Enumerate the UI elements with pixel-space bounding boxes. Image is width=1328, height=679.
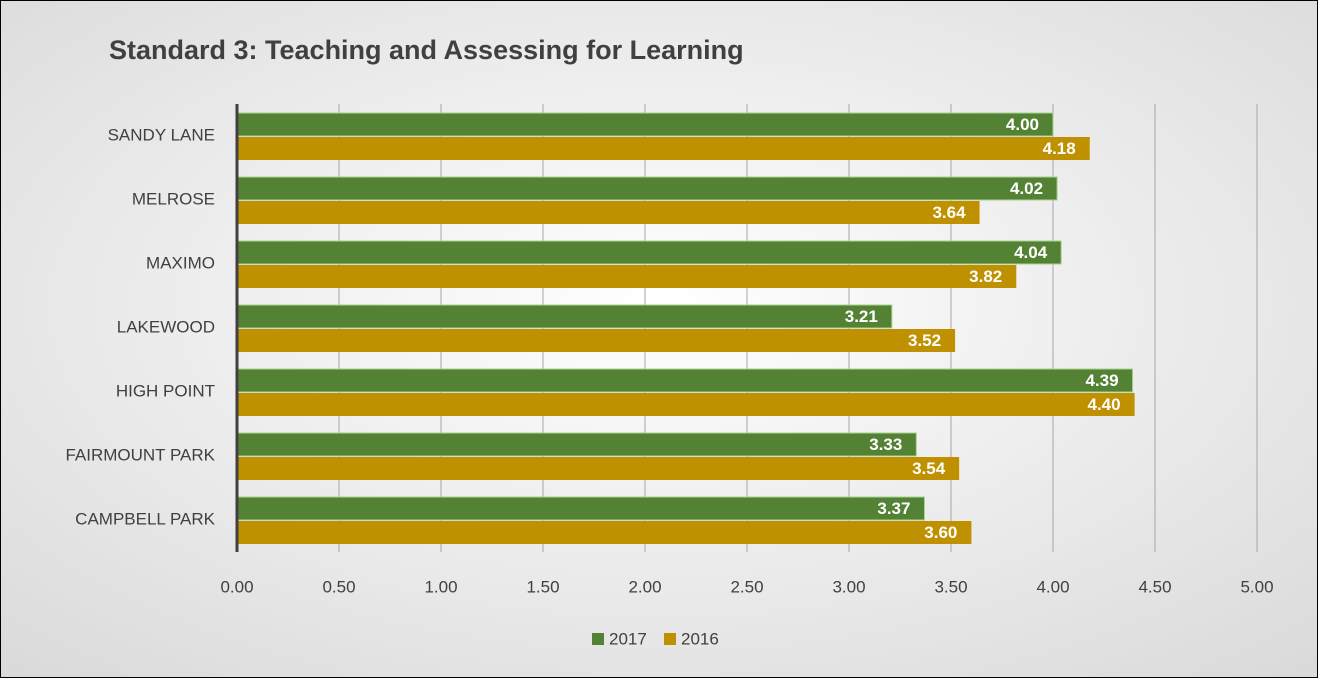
x-tick-label: 1.00	[424, 577, 457, 596]
legend-swatch	[664, 633, 676, 645]
bar	[236, 240, 1062, 265]
data-label: 3.52	[908, 331, 941, 350]
y-tick-label: LAKEWOOD	[117, 317, 215, 336]
legend-swatch	[592, 633, 604, 645]
y-tick-label: FAIRMOUNT PARK	[65, 445, 215, 464]
data-label: 3.54	[912, 459, 946, 478]
legend-label: 2016	[681, 629, 719, 648]
legend-label: 2017	[609, 629, 647, 648]
x-tick-label: 3.00	[832, 577, 865, 596]
bar	[237, 201, 980, 224]
data-label: 3.64	[932, 203, 966, 222]
bar	[237, 521, 972, 544]
bar	[237, 393, 1135, 416]
x-tick-label: 4.00	[1036, 577, 1069, 596]
data-label: 4.00	[1006, 115, 1039, 134]
data-label: 3.33	[869, 435, 902, 454]
bar	[236, 496, 925, 521]
data-label: 3.82	[969, 267, 1002, 286]
x-tick-label: 2.00	[628, 577, 661, 596]
data-label: 4.02	[1010, 179, 1043, 198]
data-label: 3.37	[877, 499, 910, 518]
data-label: 4.39	[1085, 371, 1118, 390]
x-tick-label: 3.50	[934, 577, 967, 596]
y-tick-label: SANDY LANE	[108, 125, 215, 144]
x-tick-label: 1.50	[526, 577, 559, 596]
x-tick-label: 0.50	[322, 577, 355, 596]
chart-title: Standard 3: Teaching and Assessing for L…	[109, 35, 744, 65]
x-tick-label: 2.50	[730, 577, 763, 596]
y-tick-label: MAXIMO	[146, 253, 215, 272]
bar	[236, 304, 893, 329]
x-tick-label: 4.50	[1138, 577, 1171, 596]
x-tick-label: 5.00	[1240, 577, 1273, 596]
y-tick-label: MELROSE	[132, 189, 215, 208]
data-label: 4.18	[1043, 139, 1076, 158]
bar	[237, 329, 956, 352]
data-label: 3.60	[924, 523, 957, 542]
bar	[236, 432, 917, 457]
data-label: 3.21	[845, 307, 878, 326]
data-label: 4.40	[1088, 395, 1121, 414]
bar	[236, 112, 1054, 137]
data-label: 4.04	[1014, 243, 1048, 262]
bar	[237, 137, 1090, 160]
bar	[236, 368, 1134, 393]
bar	[236, 176, 1058, 201]
y-tick-label: CAMPBELL PARK	[75, 509, 215, 528]
bar	[237, 457, 960, 480]
y-tick-label: HIGH POINT	[116, 381, 215, 400]
bar	[237, 265, 1017, 288]
x-tick-label: 0.00	[220, 577, 253, 596]
